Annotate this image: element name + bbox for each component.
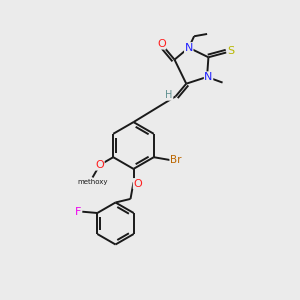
Text: O: O (133, 178, 142, 189)
Text: O: O (95, 160, 104, 170)
Text: N: N (204, 72, 213, 82)
Text: H: H (166, 90, 173, 100)
Text: methoxy: methoxy (77, 179, 108, 185)
Text: N: N (184, 43, 193, 53)
Text: F: F (75, 207, 81, 217)
Text: S: S (227, 46, 234, 56)
Text: O: O (157, 39, 166, 49)
Text: Br: Br (170, 155, 182, 165)
